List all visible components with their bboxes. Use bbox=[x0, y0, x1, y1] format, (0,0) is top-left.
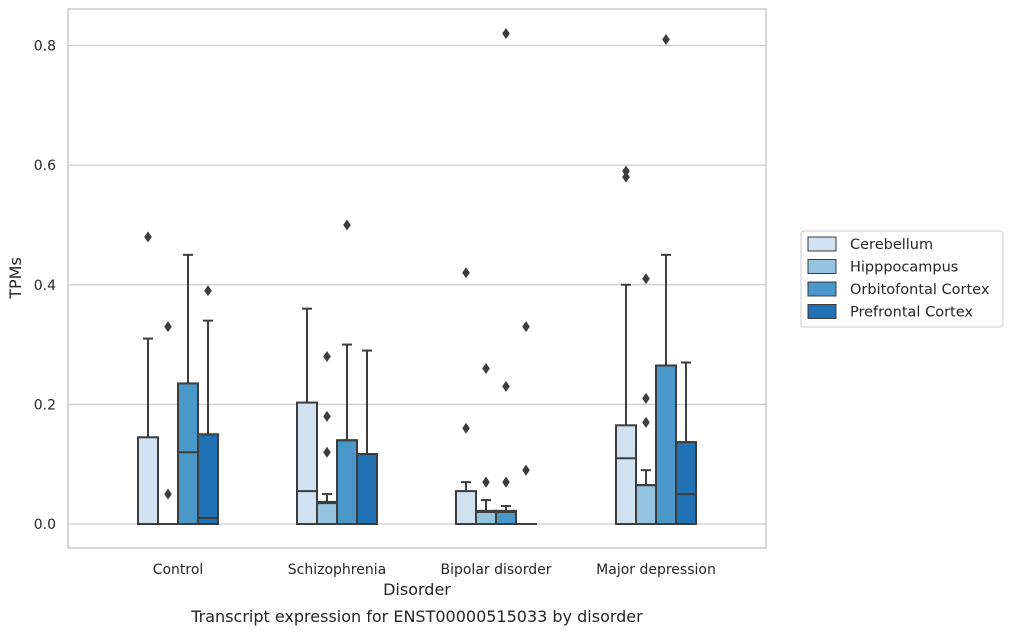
outlier-point bbox=[343, 219, 351, 231]
outlier-point bbox=[662, 34, 670, 46]
outlier-point bbox=[323, 410, 331, 422]
x-axis: Control Schizophrenia Bipolar disorder Majo… bbox=[153, 562, 716, 578]
box-group bbox=[455, 267, 477, 525]
outlier-point bbox=[482, 476, 490, 488]
x-tick-label: Bipolar disorder bbox=[440, 562, 551, 578]
outlier-point bbox=[642, 416, 650, 428]
box-body bbox=[655, 364, 677, 526]
legend-swatch bbox=[807, 236, 837, 252]
y-tick-label: 0.8 bbox=[34, 39, 56, 55]
box-group bbox=[615, 165, 637, 526]
box-body bbox=[296, 401, 318, 525]
box-body bbox=[336, 439, 358, 526]
y-tick-label: 0.0 bbox=[34, 517, 56, 533]
box-body bbox=[356, 453, 378, 525]
box-body bbox=[137, 436, 159, 526]
box-body bbox=[197, 433, 219, 525]
box-group bbox=[356, 349, 378, 525]
x-tick-label: Control bbox=[153, 562, 204, 578]
outlier-point bbox=[502, 380, 510, 392]
box-group bbox=[316, 351, 338, 526]
legend-swatch bbox=[807, 259, 837, 274]
outlier-point bbox=[642, 273, 650, 285]
outlier-point bbox=[204, 285, 212, 297]
box-group bbox=[515, 321, 537, 526]
outlier-point bbox=[462, 267, 470, 279]
box-group bbox=[635, 273, 657, 526]
y-tick-label: 0.2 bbox=[34, 397, 56, 413]
outlier-point bbox=[323, 446, 331, 458]
legend-label: Cerebellum bbox=[850, 237, 933, 253]
outlier-point bbox=[622, 165, 630, 177]
x-tick-label: Major depression bbox=[596, 562, 716, 578]
box-body bbox=[455, 490, 477, 525]
box-series bbox=[137, 28, 697, 526]
outlier-point bbox=[164, 488, 172, 500]
box-group bbox=[495, 28, 517, 525]
box-group bbox=[137, 231, 159, 526]
y-axis-label: TPMs bbox=[6, 257, 25, 300]
legend: Cerebellum Hipppocampus Orbitofontal Corte… bbox=[800, 230, 1004, 328]
chart-title: Transcript expression for ENST0000051503… bbox=[190, 607, 643, 626]
x-axis-label: Disorder bbox=[383, 580, 451, 599]
outlier-point bbox=[323, 351, 331, 363]
box-group bbox=[475, 362, 497, 525]
legend-label: Orbitofontal Cortex bbox=[850, 282, 990, 298]
outlier-point bbox=[502, 28, 510, 40]
box-body bbox=[316, 500, 338, 526]
outlier-point bbox=[164, 321, 172, 333]
box-group bbox=[655, 34, 677, 526]
box-body bbox=[177, 382, 199, 525]
y-axis: 0.0 0.2 0.4 0.6 0.8 bbox=[34, 39, 56, 534]
legend-swatch bbox=[807, 304, 837, 319]
outlier-point bbox=[462, 422, 470, 434]
legend-label: Prefrontal Cortex bbox=[850, 305, 973, 321]
y-tick-label: 0.4 bbox=[34, 278, 56, 294]
box-body bbox=[495, 509, 517, 525]
outlier-point bbox=[622, 171, 630, 183]
box-group bbox=[177, 253, 199, 525]
legend-frame bbox=[800, 230, 1004, 328]
outlier-point bbox=[482, 362, 490, 374]
box-group bbox=[675, 361, 697, 526]
box-group bbox=[157, 321, 179, 526]
box-group bbox=[336, 219, 358, 526]
x-tick-label: Schizophrenia bbox=[288, 562, 386, 578]
plot-area-frame bbox=[67, 8, 767, 549]
outlier-point bbox=[522, 464, 530, 476]
box-body bbox=[635, 484, 657, 526]
box-body bbox=[675, 441, 697, 526]
outlier-point bbox=[522, 321, 530, 333]
legend-label: Hipppocampus bbox=[850, 260, 958, 276]
y-tick-label: 0.6 bbox=[34, 158, 56, 174]
box-group bbox=[296, 307, 318, 525]
box-group bbox=[197, 285, 219, 525]
outlier-point bbox=[144, 231, 152, 243]
box-body bbox=[615, 424, 637, 526]
outlier-point bbox=[502, 476, 510, 488]
outlier-point bbox=[642, 392, 650, 404]
legend-swatch bbox=[807, 281, 837, 297]
